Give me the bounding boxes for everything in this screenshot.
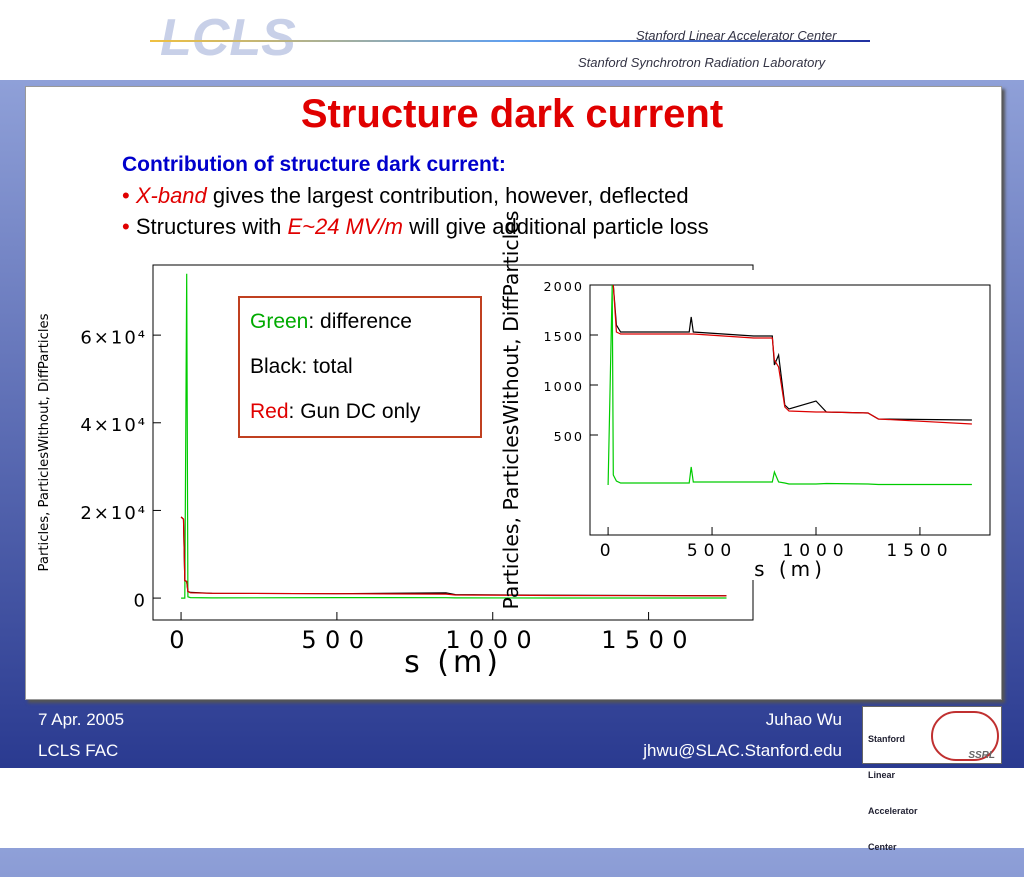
y-tick-label: 6×10⁴ [80, 328, 147, 349]
legend-text: Black: total [250, 355, 353, 378]
footer-email: jhwu@SLAC.Stanford.edu [643, 741, 842, 760]
legend-box: Green: difference Black: total Red: Gun … [238, 296, 482, 438]
y-tick-label: 500 [554, 430, 584, 445]
y-tick-label: 1500 [544, 330, 584, 345]
legend-text: : Gun DC only [288, 400, 421, 423]
header-logo: LCLS [160, 9, 296, 67]
x-tick-label: 1500 [601, 626, 696, 654]
logo-line: Center [868, 842, 897, 852]
logo-ssrl: SSRL [968, 750, 995, 761]
x-tick-label: 0 [169, 626, 193, 654]
header-rule [150, 40, 870, 42]
slide-page: LCLS Stanford Linear Accelerator Center … [0, 0, 1024, 852]
x-tick-label: 1000 [445, 626, 540, 654]
series-line [612, 284, 972, 425]
subtitle: Contribution of structure dark current: [122, 153, 506, 176]
legend-text: : difference [308, 310, 412, 333]
x-axis-label: s (m) [754, 557, 826, 581]
x-axis-label: s (m) [404, 645, 502, 680]
header-org: Stanford Linear Accelerator Center [636, 28, 837, 43]
x-tick-label: 1500 [886, 541, 953, 561]
bullet: • Structures with E~24 MV/m will give ad… [122, 214, 709, 239]
y-tick-label: 2×10⁴ [80, 503, 147, 524]
y-axis-label: Particles, ParticlesWithout, DiffParticl… [499, 211, 523, 610]
bullet-text: will give additional particle loss [402, 214, 709, 239]
y-tick-label: 1000 [544, 380, 584, 395]
emphasis: X-band [135, 183, 207, 208]
plot-frame [589, 284, 991, 536]
legend-word: Red [250, 400, 289, 423]
charts: 0 2×10⁴ 4×10⁴ 6×10⁴ 0 500 1000 1500 s (m) Particl… [37, 210, 1000, 680]
slide-title: Structure dark current [300, 92, 724, 136]
y-tick-label: 4×10⁴ [80, 415, 147, 436]
series-line [181, 273, 727, 599]
y-tick-label: 0 [134, 590, 147, 611]
logo-line: Stanford [868, 734, 905, 744]
logo-line: Accelerator [868, 806, 918, 816]
x-tick-label: 0 [600, 541, 617, 561]
y-axis-label: Particles, ParticlesWithout, DiffParticl… [37, 313, 52, 571]
bullet: • X-band gives the largest contribution,… [122, 183, 689, 208]
inset-background [535, 270, 1000, 580]
footer-meeting: LCLS FAC [38, 741, 119, 760]
legend-word: Green [250, 310, 309, 333]
series-line [607, 284, 972, 486]
x-tick-label: 1000 [782, 541, 849, 561]
footer-date: 7 Apr. 2005 [38, 710, 125, 729]
emphasis: E~24 MV/m [287, 214, 403, 239]
bullet-text: gives the largest contribution, however,… [206, 183, 689, 208]
x-tick-label: 500 [301, 626, 372, 654]
footer-author: Juhao Wu [765, 710, 842, 729]
bullet-text: Structures with [135, 214, 288, 239]
series-line [180, 516, 727, 597]
x-tick-label: 500 [687, 541, 737, 561]
y-tick-label: 2000 [544, 280, 584, 295]
footer-logo: Stanford Linear Accelerator Center SSRL [862, 706, 1002, 852]
logo-line: Linear [868, 770, 896, 780]
header-org: Stanford Synchrotron Radiation Laborator… [578, 55, 826, 70]
